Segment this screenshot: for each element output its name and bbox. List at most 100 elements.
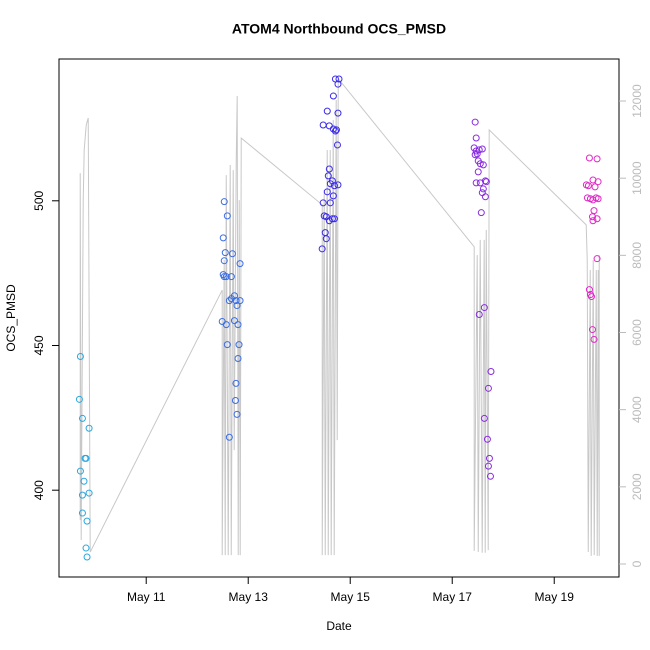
point [227,295,235,303]
point [471,151,479,159]
point [223,212,231,220]
point [471,118,479,126]
point [223,341,231,349]
point [332,126,340,134]
point [593,215,601,223]
point [85,489,93,497]
point [329,125,337,133]
point [480,304,488,312]
point [588,213,596,221]
point [319,199,327,207]
point [230,317,238,325]
x-tick-label: May 17 [433,590,473,604]
point [483,435,491,443]
point [234,321,242,329]
y2-tick-label: 2000 [630,473,644,500]
point [80,477,88,485]
point [75,395,83,403]
point [585,154,593,162]
point [231,396,239,404]
point [589,217,597,225]
x-tick-label: May 15 [331,590,371,604]
point [481,193,489,201]
point [326,180,334,188]
point [228,250,236,258]
point [220,273,228,281]
point [85,424,93,432]
chart-title: ATOM4 Northbound OCS_PMSD [232,21,446,37]
point [472,179,480,187]
point [474,168,482,176]
point [333,141,341,149]
point [325,165,333,173]
point [593,155,601,163]
point [323,188,331,196]
point [334,181,342,189]
point [329,192,337,200]
point [479,161,487,169]
point [589,196,597,204]
line-series [79,78,600,556]
point [330,182,338,190]
point [478,189,486,197]
point [236,260,244,268]
point [331,127,339,135]
point [234,355,242,363]
point [584,182,592,190]
point [482,178,490,186]
point [322,235,330,243]
point [78,414,86,422]
point [319,121,327,129]
x-axis-label: Date [326,619,352,633]
point [334,80,342,88]
y2-tick-label: 12000 [630,84,644,118]
point [222,273,230,281]
point [82,544,90,552]
point [477,209,485,217]
point [221,249,229,257]
point [472,147,480,155]
point [476,160,484,168]
point [479,185,487,193]
point [588,326,596,334]
point [335,75,343,83]
point [472,134,480,142]
y2-tick-label: 0 [630,560,644,567]
point [78,509,86,517]
point [486,472,494,480]
point [227,273,235,281]
point [329,92,337,100]
point [233,302,241,310]
point [83,517,91,525]
point [323,107,331,115]
point [76,467,84,475]
point [225,433,233,441]
point [594,195,602,203]
x-tick-label: May 13 [229,590,269,604]
point [590,335,598,343]
point [76,352,84,360]
y2-tick-label: 10000 [630,161,644,195]
point [487,368,495,376]
y-tick-label: 400 [32,480,46,500]
point [475,311,483,319]
point [219,234,227,242]
point [480,414,488,422]
point [232,379,240,387]
point [585,286,593,294]
point [326,199,334,207]
y2-tick-label: 4000 [630,396,644,423]
point [594,178,602,186]
point [233,410,241,418]
x-tick-label: May 19 [535,590,575,604]
plot-frame [58,58,620,578]
point [225,297,233,305]
point [220,257,228,265]
point [232,297,240,305]
point [587,293,595,301]
point [324,172,332,180]
point [475,146,483,154]
y2-tick-label: 8000 [630,242,644,269]
y2-tick-label: 6000 [630,319,644,346]
